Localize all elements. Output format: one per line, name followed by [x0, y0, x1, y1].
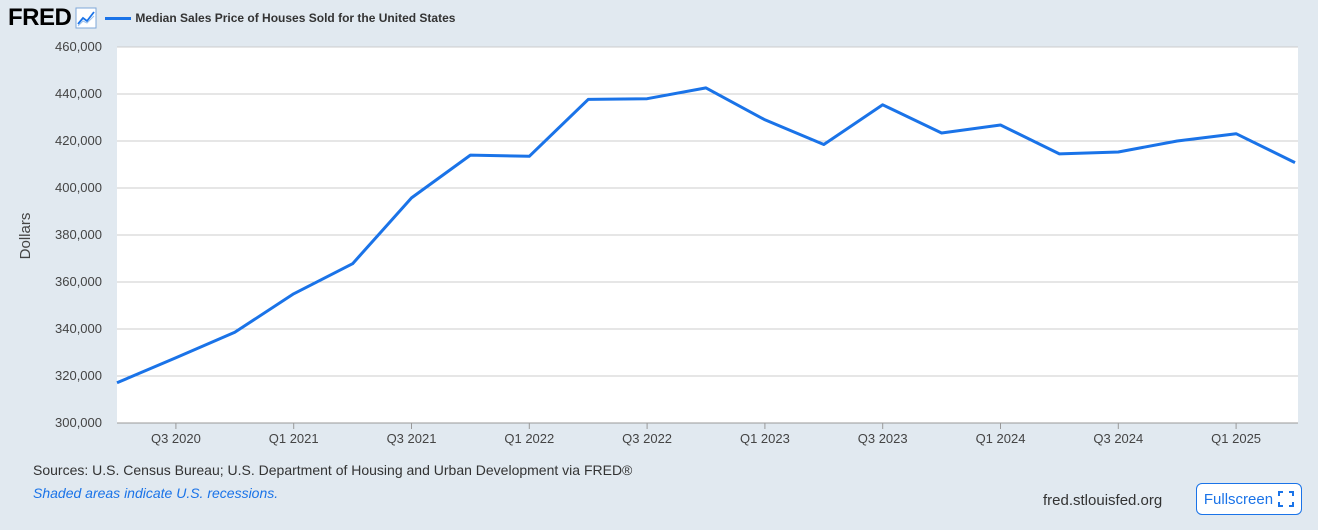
- x-tick-label: Q1 2021: [269, 431, 319, 446]
- data-point[interactable]: [1057, 152, 1061, 156]
- chart-header: FRED Median Sales Price of Houses Sold f…: [8, 4, 455, 32]
- data-point[interactable]: [351, 262, 355, 266]
- data-point[interactable]: [115, 381, 119, 385]
- data-point[interactable]: [292, 292, 296, 296]
- y-tick-label: 380,000: [55, 227, 102, 242]
- series-line[interactable]: [116, 86, 1296, 385]
- x-tick-label: Q3 2024: [1093, 431, 1143, 446]
- data-point[interactable]: [527, 154, 531, 158]
- fullscreen-label: Fullscreen: [1203, 490, 1274, 508]
- chart-legend: Median Sales Price of Houses Sold for th…: [105, 11, 455, 25]
- x-tick-label: Q1 2025: [1211, 431, 1261, 446]
- y-tick-label: 400,000: [55, 180, 102, 195]
- x-tick-label: Q3 2023: [858, 431, 908, 446]
- data-point[interactable]: [468, 153, 472, 157]
- x-tick-label: Q1 2023: [740, 431, 790, 446]
- y-tick-label: 360,000: [55, 274, 102, 289]
- site-url[interactable]: fred.stlouisfed.org: [1043, 492, 1163, 509]
- fullscreen-button[interactable]: Fullscreen: [1196, 483, 1302, 515]
- data-point[interactable]: [999, 123, 1003, 127]
- chart-trend-icon: [75, 7, 97, 29]
- data-point[interactable]: [174, 356, 178, 360]
- data-point[interactable]: [704, 86, 708, 90]
- x-tick-label: Q1 2024: [976, 431, 1026, 446]
- data-point[interactable]: [822, 143, 826, 147]
- data-point[interactable]: [1293, 161, 1297, 165]
- data-point[interactable]: [645, 97, 649, 101]
- y-tick-label: 420,000: [55, 133, 102, 148]
- x-tick-label: Q3 2020: [151, 431, 201, 446]
- data-point[interactable]: [881, 103, 885, 107]
- data-point[interactable]: [1116, 150, 1120, 154]
- sources-text: Sources: U.S. Census Bureau; U.S. Depart…: [33, 462, 633, 478]
- series-group: [115, 86, 1297, 385]
- x-tick-label: Q3 2021: [387, 431, 437, 446]
- y-tick-label: 300,000: [55, 415, 102, 430]
- legend-label[interactable]: Median Sales Price of Houses Sold for th…: [135, 11, 456, 25]
- fullscreen-icon: [1278, 491, 1295, 507]
- data-point[interactable]: [410, 196, 414, 200]
- data-point[interactable]: [940, 131, 944, 135]
- recession-note: Shaded areas indicate U.S. recessions.: [33, 485, 279, 501]
- data-point[interactable]: [1234, 132, 1238, 136]
- x-axis-ticks: Q3 2020 Q1 2021 Q3 2021 Q1 2022 Q3 2022 Q1 20…: [117, 422, 1298, 446]
- x-tick-label: Q1 2022: [504, 431, 554, 446]
- x-tick-label: Q3 2022: [622, 431, 672, 446]
- y-axis-ticks: 300,000 320,000 340,000 360,000 380,000 400,0…: [55, 39, 102, 430]
- y-tick-label: 460,000: [55, 39, 102, 54]
- y-axis-label: Dollars: [17, 213, 34, 260]
- y-tick-label: 320,000: [55, 368, 102, 383]
- y-tick-label: 440,000: [55, 86, 102, 101]
- data-point[interactable]: [763, 118, 767, 122]
- y-tick-label: 340,000: [55, 321, 102, 336]
- line-chart: 300,000 320,000 340,000 360,000 380,000 400,0…: [17, 39, 1298, 446]
- fred-logo[interactable]: FRED: [8, 4, 72, 31]
- data-point[interactable]: [586, 97, 590, 101]
- legend-swatch: [105, 16, 132, 20]
- data-point[interactable]: [233, 330, 237, 334]
- data-point[interactable]: [1175, 139, 1179, 143]
